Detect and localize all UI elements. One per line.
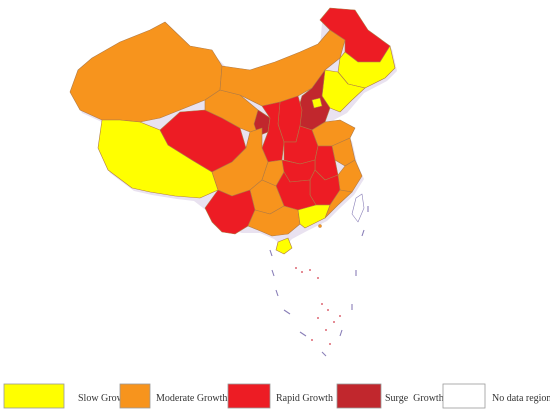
island-dot [301,271,303,273]
region-taiwan [351,193,365,223]
region-yunnan [204,189,256,235]
dash-line-1 [269,249,273,257]
legend-swatch-rapid [227,383,271,409]
island-dot [309,269,311,271]
dash-line-6 [321,351,327,357]
island-dot [321,303,323,305]
island-dot [333,321,335,323]
dash-line-4 [283,309,291,315]
region-beijing [311,97,323,109]
map-regions [69,7,397,255]
legend-swatch-slow [3,383,65,409]
island-dot [317,277,319,279]
island-dot [339,315,341,317]
region-xinjiang [69,21,223,123]
legend-label-moderate: Moderate Growth [156,393,227,404]
dash-line-3 [275,289,279,297]
dash-line-7 [339,329,343,337]
legend-label-surge: Surge Growth [385,393,444,404]
island-dot [327,309,329,311]
legend-label-no-data: No data region [492,393,550,404]
island-dot [317,317,319,319]
region-hainan [275,237,293,255]
region-guangxi [247,205,301,237]
legend-label-rapid: Rapid Growth [276,393,333,404]
dash-line-10 [361,229,365,237]
legend-swatch-moderate [119,383,151,409]
legend: Slow Growth Moderate Growth Rapid Growth… [3,383,550,409]
island-dot [325,329,327,331]
island-dot [329,343,331,345]
dash-line-2 [271,269,275,277]
south-china-sea-islands [269,206,369,357]
island-dot [311,339,313,341]
island-dot [295,267,297,269]
legend-swatch-no-data [442,383,486,409]
legend-swatch-surge [336,383,382,409]
dash-line-5 [299,331,307,337]
region-hongkong [318,224,322,228]
legend-label-slow: Slow Growth [78,393,132,404]
region-guangdong [297,204,331,229]
